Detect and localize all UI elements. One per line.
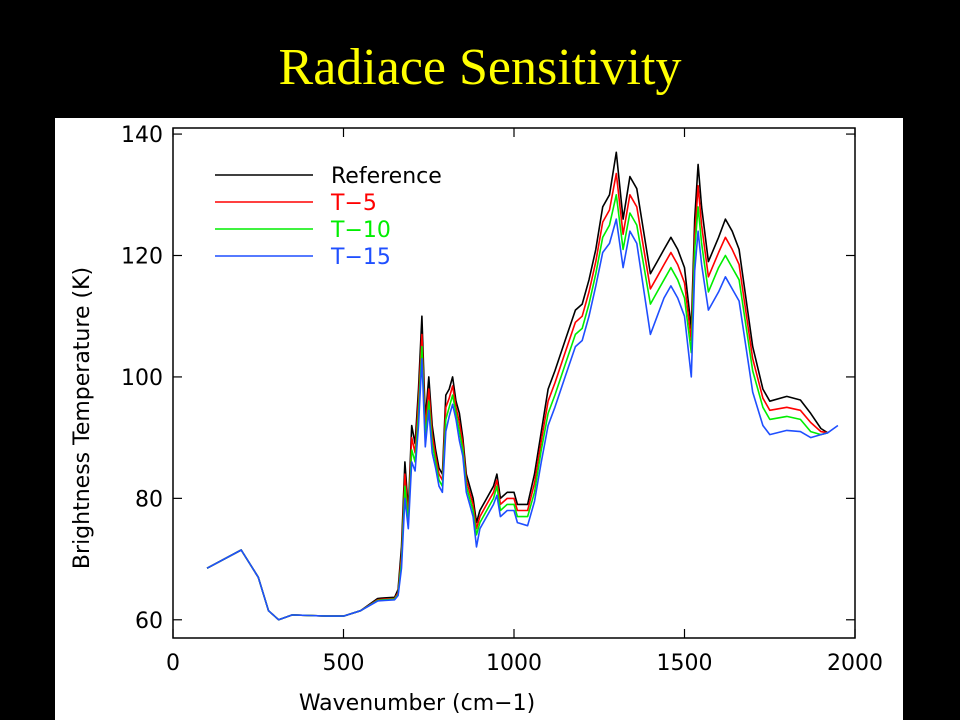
x-tick-label-1: 500: [323, 651, 365, 676]
y-tick-label-1: 80: [135, 487, 163, 512]
x-axis-label: Wavenumber (cm−1): [299, 691, 535, 716]
y-tick-label-3: 120: [121, 245, 163, 270]
series-line-3: [206, 218, 839, 621]
plot-frame: [172, 127, 856, 639]
y-tick-label-4: 140: [121, 123, 163, 148]
y-axis-label: Brightness Temperature (K): [70, 267, 95, 569]
x-tick-label-2: 1000: [486, 651, 542, 676]
series-layer: [206, 151, 839, 621]
y-tick-label-0: 60: [135, 609, 163, 634]
y-tick-label-2: 100: [121, 366, 163, 391]
x-tick-label-0: 0: [166, 651, 180, 676]
legend-label-0: Reference: [331, 164, 442, 189]
series-line-0: [206, 151, 829, 621]
axes-frame: [172, 127, 856, 639]
plot-panel: 0 500 1000 1500 2000 60 80 100 120 140 Reference T…: [55, 118, 903, 720]
x-tick-label-3: 1500: [657, 651, 713, 676]
series-line-1: [206, 172, 828, 621]
series-line-2: [206, 194, 828, 621]
ticks-layer: 0 500 1000 1500 2000 60 80 100 120 140: [121, 123, 883, 676]
x-tick-label-4: 2000: [827, 651, 883, 676]
legend-label-2: T−10: [330, 218, 391, 243]
slide-title: Radiace Sensitivity: [278, 39, 682, 96]
legend-label-1: T−5: [330, 191, 377, 216]
legend-label-3: T−15: [330, 245, 391, 270]
